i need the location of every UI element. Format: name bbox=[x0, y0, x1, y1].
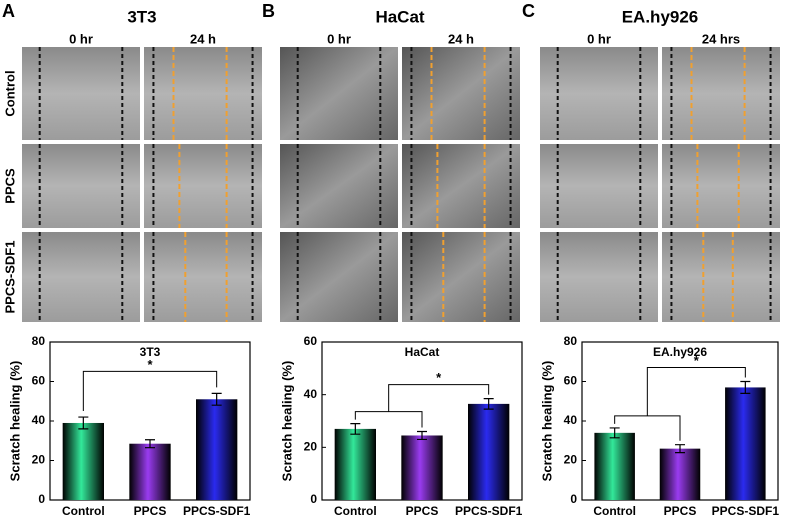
column-label: 0 hr bbox=[69, 31, 93, 46]
micrograph bbox=[662, 232, 780, 322]
chart-title: HaCat bbox=[405, 345, 440, 359]
panel-title: 3T3 bbox=[127, 7, 156, 26]
micrograph bbox=[280, 144, 398, 228]
error-bar bbox=[609, 427, 620, 439]
panel-letter: C bbox=[522, 1, 535, 21]
row-label: PPCS bbox=[2, 168, 17, 204]
x-tick-label: PPCS-SDF1 bbox=[712, 504, 780, 518]
panel-letter: A bbox=[2, 1, 15, 21]
error-bar bbox=[417, 430, 427, 441]
error-bar bbox=[211, 392, 222, 406]
micrograph bbox=[662, 144, 780, 228]
micrograph bbox=[144, 232, 262, 322]
y-tick-label: 40 bbox=[32, 413, 46, 427]
significance-bracket bbox=[614, 367, 746, 441]
y-axis-label: Scratch healing (%) bbox=[7, 361, 22, 482]
error-bar bbox=[78, 416, 89, 430]
micrograph bbox=[402, 144, 520, 228]
bar bbox=[659, 448, 701, 500]
bar bbox=[62, 422, 104, 500]
x-tick-label: Control bbox=[334, 504, 377, 518]
micrograph bbox=[540, 144, 658, 228]
x-tick-label: Control bbox=[593, 504, 636, 518]
significance-mark: * bbox=[436, 370, 442, 385]
y-tick-label: 60 bbox=[32, 374, 46, 388]
y-tick-label: 20 bbox=[304, 440, 318, 454]
panel-letter: B bbox=[262, 1, 275, 21]
bar bbox=[196, 399, 238, 500]
micrograph bbox=[402, 47, 520, 140]
bar bbox=[334, 428, 376, 500]
error-bar bbox=[483, 398, 494, 410]
bar bbox=[468, 403, 510, 500]
micrograph bbox=[540, 47, 658, 140]
bar bbox=[129, 443, 171, 500]
bar bbox=[401, 435, 443, 500]
error-bar bbox=[740, 380, 751, 394]
significance-bracket bbox=[354, 384, 490, 428]
micrograph bbox=[662, 47, 780, 140]
micrograph bbox=[280, 232, 398, 322]
micrograph bbox=[22, 47, 140, 140]
x-tick-label: PPCS-SDF1 bbox=[183, 504, 251, 518]
y-tick-label: 60 bbox=[564, 374, 578, 388]
micrograph bbox=[540, 232, 658, 322]
error-bar bbox=[145, 439, 155, 449]
column-label: 0 hr bbox=[587, 31, 611, 46]
error-bar bbox=[350, 423, 361, 435]
y-axis-label: Scratch healing (%) bbox=[279, 361, 294, 482]
x-tick-label: PPCS bbox=[134, 504, 167, 518]
y-tick-label: 60 bbox=[304, 334, 318, 348]
x-tick-label: PPCS-SDF1 bbox=[455, 504, 523, 518]
micrograph bbox=[402, 232, 520, 322]
micrograph bbox=[280, 47, 398, 140]
bar bbox=[594, 432, 635, 500]
column-label: 24 hrs bbox=[702, 31, 740, 46]
y-tick-label: 40 bbox=[564, 413, 578, 427]
y-tick-label: 20 bbox=[32, 453, 46, 467]
y-axis-label: Scratch healing (%) bbox=[539, 361, 554, 482]
chart-title: 3T3 bbox=[140, 345, 161, 359]
column-label: 24 h bbox=[448, 31, 474, 46]
x-tick-label: PPCS bbox=[406, 504, 439, 518]
x-tick-label: Control bbox=[62, 504, 105, 518]
panel-title: HaCat bbox=[375, 7, 424, 26]
significance-mark: * bbox=[694, 353, 700, 368]
bar bbox=[725, 387, 766, 500]
x-tick-label: PPCS bbox=[664, 504, 697, 518]
y-tick-label: 0 bbox=[38, 492, 45, 506]
y-tick-label: 20 bbox=[564, 453, 578, 467]
column-label: 24 h bbox=[190, 31, 216, 46]
y-tick-label: 40 bbox=[304, 387, 318, 401]
error-bar bbox=[675, 444, 685, 454]
y-tick-label: 0 bbox=[310, 492, 317, 506]
micrograph bbox=[22, 144, 140, 228]
y-tick-label: 80 bbox=[32, 334, 46, 348]
panel-title: EA.hy926 bbox=[622, 7, 699, 26]
chart-title: EA.hy926 bbox=[653, 345, 707, 359]
micrograph bbox=[144, 144, 262, 228]
y-tick-label: 0 bbox=[570, 492, 577, 506]
significance-bracket bbox=[82, 370, 218, 412]
column-label: 0 hr bbox=[327, 31, 351, 46]
row-label: Control bbox=[2, 70, 17, 116]
significance-mark: * bbox=[147, 357, 153, 372]
row-label: PPCS-SDF1 bbox=[2, 241, 17, 314]
micrograph bbox=[144, 47, 262, 140]
y-tick-label: 80 bbox=[564, 334, 578, 348]
micrograph bbox=[22, 232, 140, 322]
